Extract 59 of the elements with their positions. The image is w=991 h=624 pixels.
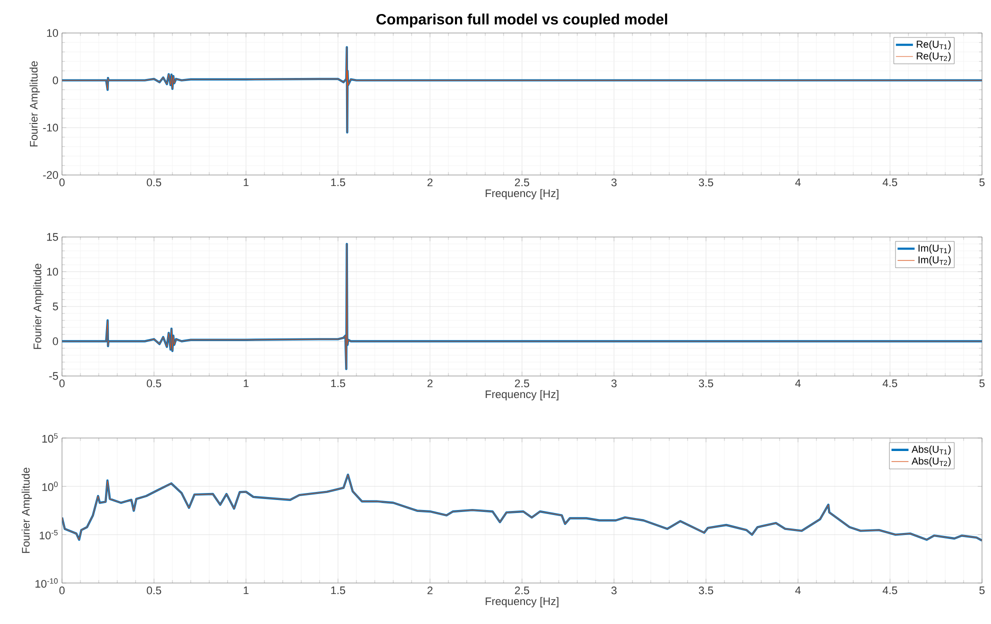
x-tick-label: 4.5 — [882, 380, 898, 388]
x-tick-label: 1 — [244, 586, 249, 594]
x-tick-label: 5 — [979, 178, 985, 186]
legend-label: Re(U$_{T2}$) — [916, 52, 951, 62]
x-tick-label: 1 — [244, 178, 249, 186]
x-tick-label: 5 — [979, 380, 985, 388]
y-tick-label: 10$^{5}$ — [42, 433, 58, 443]
x-axis-title: Frequency [Hz] — [486, 597, 558, 608]
x-tick-label: 0 — [59, 178, 65, 186]
x-tick-label: 2 — [428, 380, 433, 388]
y-tick-label: 10 — [47, 29, 58, 37]
legend-label: Im(U$_{T2}$) — [918, 256, 951, 266]
x-tick-label: 3 — [611, 586, 617, 594]
legend-label: Abs(U$_{T2}$) — [912, 457, 951, 467]
y-tick-label: 10$^{-5}$ — [40, 530, 58, 540]
y-tick-label: 0 — [52, 76, 58, 84]
x-tick-label: 2.5 — [514, 586, 530, 594]
x-tick-label: 1.5 — [331, 380, 346, 388]
x-tick-label: 3 — [611, 380, 617, 388]
x-axis-title: Frequency [Hz] — [486, 189, 558, 200]
y-tick-label: -5 — [49, 372, 58, 380]
y-tick-label: 5 — [52, 302, 58, 310]
y-tick-label: 10$^{0}$ — [42, 482, 58, 492]
x-tick-label: 2 — [428, 586, 433, 594]
x-tick-label: 2.5 — [514, 380, 530, 388]
x-tick-label: 1.5 — [331, 178, 346, 186]
x-tick-label: 4 — [795, 586, 801, 594]
legend-label: Re(U$_{T1}$) — [916, 40, 951, 50]
x-tick-label: 0.5 — [146, 380, 162, 388]
x-tick-label: 0.5 — [146, 178, 162, 186]
y-axis-title: Fourier Amplitude — [33, 264, 44, 349]
y-tick-label: 10$^{-10}$ — [36, 578, 58, 588]
x-tick-label: 3.5 — [698, 380, 714, 388]
x-tick-label: 4.5 — [882, 586, 898, 594]
x-tick-label: 0 — [59, 586, 65, 594]
x-tick-label: 0 — [59, 380, 65, 388]
x-tick-label: 3.5 — [698, 586, 714, 594]
y-tick-label: -20 — [43, 171, 58, 179]
x-tick-label: 2 — [428, 178, 433, 186]
x-tick-label: 5 — [979, 586, 985, 594]
y-tick-label: -10 — [43, 124, 58, 132]
x-tick-label: 3 — [611, 178, 617, 186]
x-tick-label: 1 — [244, 380, 249, 388]
x-tick-label: 0.5 — [146, 586, 162, 594]
chart-title: Comparison full model vs coupled model — [376, 14, 668, 28]
x-tick-label: 4 — [795, 380, 801, 388]
x-tick-label: 1.5 — [331, 586, 346, 594]
x-tick-label: 3.5 — [698, 178, 714, 186]
x-axis-title: Frequency [Hz] — [486, 390, 558, 400]
x-tick-label: 4.5 — [882, 178, 898, 186]
x-tick-label: 2.5 — [514, 178, 530, 186]
y-axis-title: Fourier Amplitude — [22, 468, 32, 553]
y-tick-label: 0 — [52, 337, 58, 346]
legend-label: Abs(U$_{T1}$) — [912, 446, 951, 455]
y-tick-label: 10 — [47, 268, 58, 276]
y-tick-label: 15 — [47, 233, 58, 241]
x-tick-label: 4 — [795, 178, 801, 186]
legend-label: Im(U$_{T1}$) — [918, 244, 951, 254]
y-axis-title: Fourier Amplitude — [30, 61, 40, 146]
